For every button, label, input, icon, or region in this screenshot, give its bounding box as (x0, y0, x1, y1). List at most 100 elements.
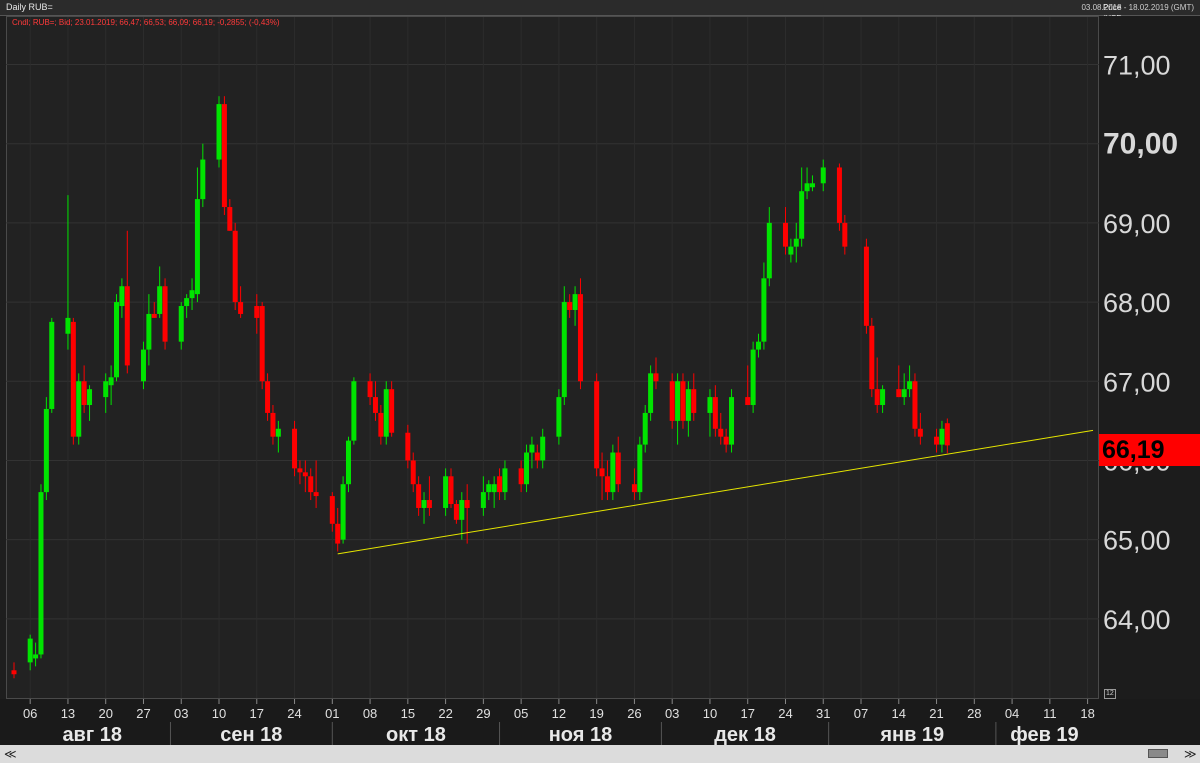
candle-body (788, 246, 794, 255)
month-label: дек 18 (714, 724, 776, 745)
x-tick-label: 31 (816, 706, 830, 721)
candle-body (76, 381, 82, 437)
candle-body (723, 436, 729, 445)
candle-body (577, 294, 583, 382)
x-tick-label: 26 (627, 706, 641, 721)
candle-body (232, 230, 238, 303)
y-tick-label: 68,00 (1103, 288, 1171, 318)
candle-body (38, 492, 44, 655)
x-tick-label: 22 (438, 706, 452, 721)
candle-body (766, 222, 772, 279)
scroll-right-icon[interactable]: ≫ (1184, 747, 1197, 761)
candle-body (610, 452, 616, 493)
candle-body (518, 468, 524, 485)
candle-body (162, 286, 168, 342)
candle-body (869, 325, 875, 390)
x-tick-label: 29 (476, 706, 490, 721)
candle-body (345, 440, 351, 485)
candle-body (464, 500, 470, 508)
chart-title: Daily RUB= (6, 2, 53, 12)
candle-body (453, 503, 459, 520)
candle-body (820, 167, 826, 184)
candle-body (561, 302, 567, 398)
candle-body (729, 397, 735, 445)
candle-body (308, 476, 314, 493)
title-bar: Daily RUB= 03.08.2018 - 18.02.2019 (GMT) (0, 0, 1200, 16)
x-tick-label: 28 (967, 706, 981, 721)
candle-body (912, 381, 918, 429)
x-tick-label: 24 (778, 706, 792, 721)
candle-body (119, 286, 125, 307)
x-tick-label: 17 (250, 706, 264, 721)
candle-body (297, 468, 303, 473)
x-tick-label: 01 (325, 706, 339, 721)
candle-body (270, 412, 276, 437)
candle-body (351, 381, 357, 441)
candle-body (491, 484, 497, 493)
x-tick-label: 18 (1080, 706, 1094, 721)
candle-body (572, 294, 578, 310)
price-axis[interactable] (1099, 16, 1200, 699)
candle-body (265, 381, 271, 413)
candle-body (221, 104, 227, 208)
candle-body (426, 500, 432, 508)
candle-body (194, 199, 200, 295)
candle-body (691, 389, 697, 413)
candle-body (33, 654, 39, 659)
x-tick-label: 21 (929, 706, 943, 721)
x-tick-label: 24 (287, 706, 301, 721)
candle-body (27, 638, 33, 663)
month-label: ноя 18 (549, 724, 613, 745)
candle-body (707, 397, 713, 413)
candle-body (178, 306, 184, 342)
candle-body (124, 286, 130, 366)
scroll-left-icon[interactable]: ≪ (4, 747, 17, 761)
candle-body (756, 341, 762, 350)
candle-body (502, 468, 508, 493)
scroll-thumb[interactable] (1148, 749, 1168, 758)
candle-body (907, 381, 913, 390)
candle-body (799, 191, 805, 239)
chart-plot-area[interactable] (6, 16, 1099, 699)
candle-body (11, 670, 17, 675)
candle-body (599, 468, 605, 477)
candle-body (836, 167, 842, 223)
candle-body (761, 278, 767, 342)
candle-body (367, 381, 373, 398)
candle-body (378, 412, 384, 437)
candle-body (238, 302, 244, 314)
candle-body (556, 397, 562, 437)
axis-scale-marker[interactable]: 12 (1104, 689, 1116, 699)
candle-body (642, 412, 648, 445)
candle-body (146, 313, 152, 350)
y-tick-label: 65,00 (1103, 526, 1171, 556)
candle-body (410, 460, 416, 485)
price-caption-line-1: Price (1103, 3, 1122, 12)
month-label: янв 19 (879, 724, 944, 745)
candle-body (65, 317, 71, 334)
candle-body (675, 381, 681, 421)
candle-body (896, 389, 902, 398)
candle-body (70, 321, 76, 437)
x-tick-label: 11 (1043, 706, 1057, 721)
candle-body (680, 381, 686, 421)
candle-body (189, 290, 195, 299)
candle-body (275, 428, 281, 437)
candle-body (534, 452, 540, 461)
x-tick-label: 19 (589, 706, 603, 721)
x-tick-label: 04 (1005, 706, 1019, 721)
candle-layer (11, 96, 950, 679)
x-tick-label: 12 (552, 706, 566, 721)
y-tick-label: 69,00 (1103, 209, 1171, 239)
candle-body (594, 381, 600, 469)
candle-body (81, 381, 87, 406)
y-tick-label: 70,00 (1103, 128, 1178, 161)
candle-body (49, 321, 55, 409)
candle-body (383, 389, 389, 437)
candle-body (87, 389, 93, 406)
candle-body (157, 286, 163, 314)
month-label: авг 18 (62, 724, 122, 745)
candle-body (43, 408, 49, 493)
horizontal-scrollbar[interactable]: ≪ ≫ (0, 745, 1200, 763)
